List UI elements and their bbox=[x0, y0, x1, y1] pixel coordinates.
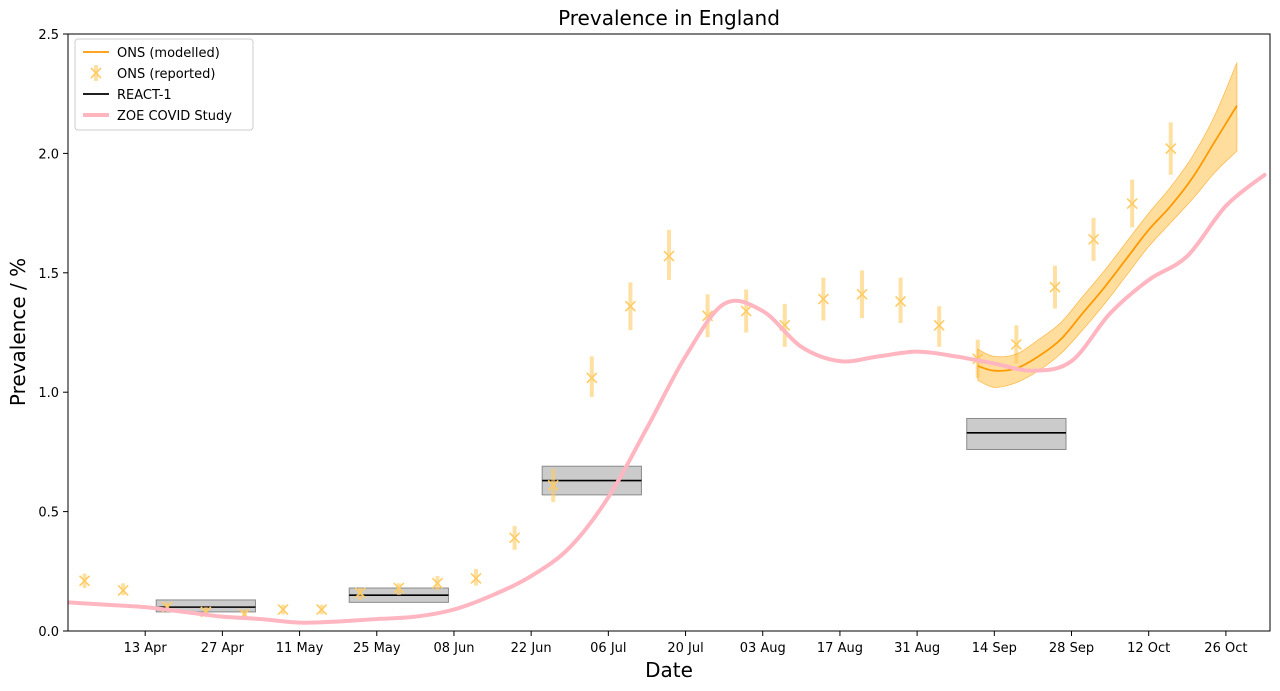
ons-reported-point-11 bbox=[509, 532, 521, 544]
ons-reported-point-17 bbox=[740, 305, 752, 317]
ons-reported-point-9 bbox=[431, 577, 443, 589]
x-tick-label-5: 22 Jun bbox=[511, 641, 552, 656]
y-tick-label-4: 2.0 bbox=[38, 147, 59, 162]
x-axis-label: Date bbox=[645, 658, 693, 682]
react-band-3 bbox=[966, 417, 1067, 451]
legend: ONS (modelled) ONS (reported) REACT-1 ZOE C… bbox=[74, 38, 254, 131]
x-tick-label-7: 20 Jul bbox=[667, 641, 703, 656]
y-tick-label-5: 2.5 bbox=[38, 28, 59, 43]
plot-frame bbox=[67, 33, 1271, 632]
y-tick-label-3: 1.5 bbox=[38, 267, 59, 282]
ons-reported-point-1 bbox=[117, 584, 129, 596]
ons-reported-point-21 bbox=[895, 295, 907, 308]
legend-label-1: ONS (reported) bbox=[117, 67, 215, 82]
ons-reported-point-22 bbox=[933, 319, 945, 331]
ons-reported-point-7 bbox=[354, 587, 366, 599]
ons-reported-point-13 bbox=[586, 372, 598, 384]
ons-reported-point-6 bbox=[316, 603, 328, 616]
x-tick-label-14: 26 Oct bbox=[1204, 641, 1247, 656]
y-tick-label-1: 0.5 bbox=[38, 506, 59, 521]
legend-label-3: ZOE COVID Study bbox=[117, 109, 232, 124]
series-group bbox=[68, 62, 1267, 625]
x-axis: 13 Apr 27 Apr 11 May 25 May 08 Jun 22 Jun 06 J… bbox=[124, 631, 1247, 656]
ons-reported-point-8 bbox=[393, 582, 405, 594]
ons-reported-point-12 bbox=[547, 479, 559, 491]
zoe-line bbox=[68, 172, 1267, 625]
ons-reported-point-20 bbox=[856, 288, 868, 300]
ons-reported-point-26 bbox=[1087, 233, 1100, 245]
ons-reported-point-0 bbox=[78, 575, 91, 587]
ons-reported-point-19 bbox=[817, 293, 829, 305]
y-axis-label: Prevalence / % bbox=[6, 258, 30, 406]
y-tick-label-2: 1.0 bbox=[38, 386, 59, 401]
x-tick-label-1: 27 Apr bbox=[201, 641, 245, 656]
x-tick-label-11: 14 Sep bbox=[972, 641, 1017, 656]
x-tick-label-10: 31 Aug bbox=[894, 641, 940, 656]
y-tick-label-0: 0.0 bbox=[38, 625, 59, 640]
legend-box bbox=[74, 38, 254, 131]
ons-modelled-band bbox=[977, 62, 1238, 388]
ons-reported-point-27 bbox=[1126, 197, 1138, 210]
x-tick-label-13: 12 Oct bbox=[1127, 641, 1170, 656]
x-tick-label-8: 03 Aug bbox=[740, 641, 786, 656]
legend-label-2: REACT-1 bbox=[117, 88, 172, 103]
data-layer bbox=[68, 62, 1267, 625]
x-tick-label-3: 25 May bbox=[353, 641, 401, 656]
ons-reported-point-14 bbox=[624, 300, 636, 312]
legend-label-0: ONS (modelled) bbox=[117, 46, 220, 61]
ons-reported-point-5 bbox=[277, 603, 289, 616]
ons-reported-point-24 bbox=[1010, 338, 1022, 351]
x-tick-label-4: 08 Jun bbox=[433, 641, 474, 656]
ons-reported-point-10 bbox=[470, 572, 482, 585]
ons-reported-point-15 bbox=[663, 250, 675, 262]
x-tick-label-9: 17 Aug bbox=[817, 641, 863, 656]
x-tick-label-2: 11 May bbox=[276, 641, 324, 656]
chart-title: Prevalence in England bbox=[558, 6, 780, 30]
y-axis: 0.0 0.5 1.0 1.5 2.0 2.5 bbox=[38, 28, 68, 640]
x-tick-label-0: 13 Apr bbox=[124, 641, 168, 656]
ons-reported-point-28 bbox=[1165, 143, 1177, 155]
x-tick-label-12: 28 Sep bbox=[1049, 641, 1094, 656]
legend-marker-1 bbox=[90, 67, 102, 79]
ons-reported-point-25 bbox=[1049, 281, 1061, 293]
x-tick-label-6: 06 Jul bbox=[590, 641, 626, 656]
